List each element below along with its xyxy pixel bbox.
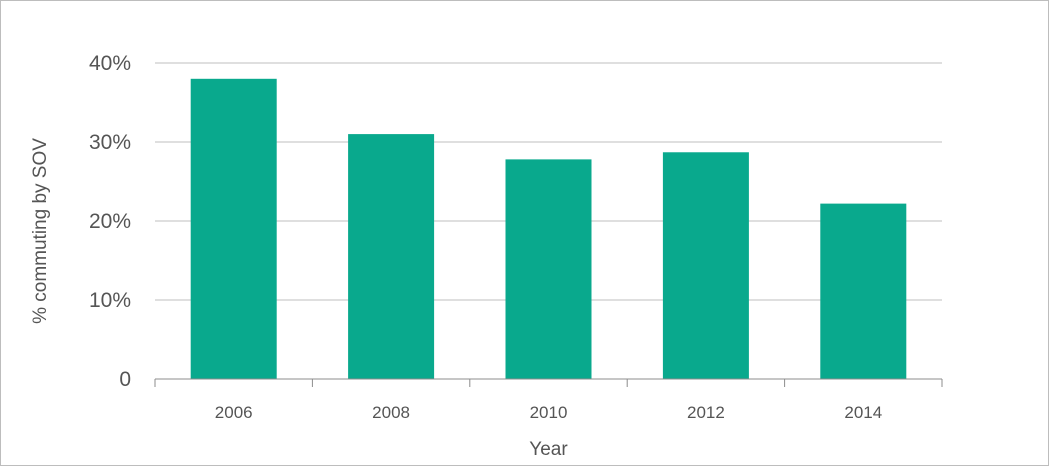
y-tick-label-4: 40% xyxy=(89,52,131,75)
bar-2010 xyxy=(505,159,592,379)
bar-2012 xyxy=(662,152,749,379)
bar-2008 xyxy=(348,134,435,379)
x-tick-label-2010: 2010 xyxy=(530,403,568,422)
bar-2006 xyxy=(190,78,277,380)
y-tick-label-3: 30% xyxy=(89,131,131,154)
y-tick-label-1: 10% xyxy=(89,289,131,312)
x-tick-label-2014: 2014 xyxy=(844,403,882,422)
x-axis-title: Year xyxy=(529,439,568,460)
y-tick-label-0: 0 xyxy=(119,368,131,391)
bars xyxy=(190,78,907,380)
bar-2014 xyxy=(820,203,907,379)
x-axis-tick-labels: 2006 2008 2010 2012 2014 xyxy=(215,403,882,422)
x-tick-label-2008: 2008 xyxy=(372,403,410,422)
x-tick-label-2006: 2006 xyxy=(215,403,253,422)
x-tick-label-2012: 2012 xyxy=(687,403,725,422)
y-axis-tick-labels: 0 10% 20% 30% 40% xyxy=(89,52,131,391)
y-axis-title: % commuting by SOV xyxy=(30,138,51,324)
x-axis xyxy=(154,378,943,387)
y-tick-label-2: 20% xyxy=(89,210,131,233)
